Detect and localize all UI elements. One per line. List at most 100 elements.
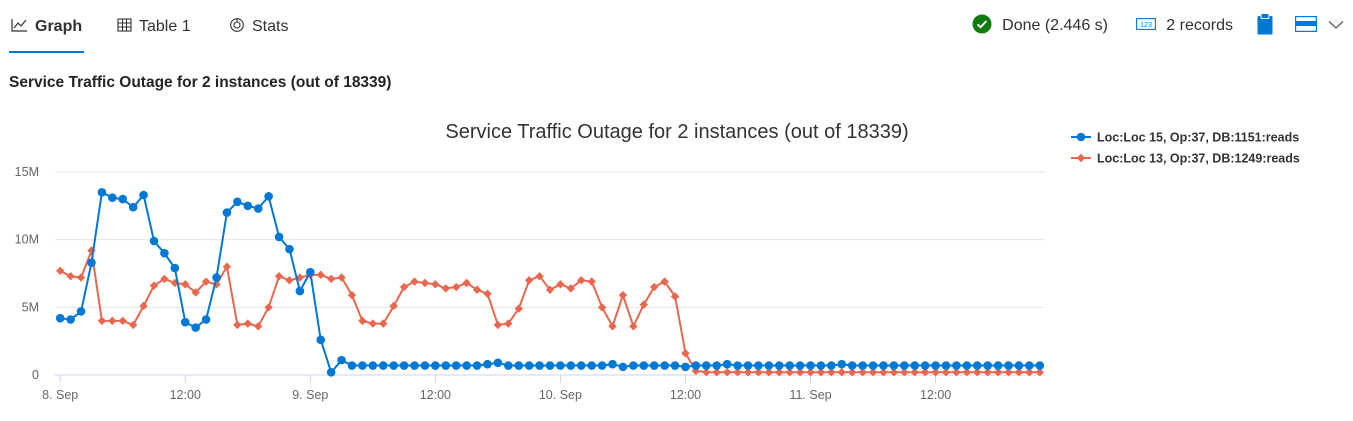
- data-point: [275, 233, 284, 242]
- data-point: [254, 322, 262, 330]
- data-point: [712, 361, 721, 370]
- data-point: [275, 272, 283, 280]
- data-point: [431, 361, 440, 370]
- x-tick-label: 8. Sep: [42, 388, 78, 402]
- data-point: [129, 203, 138, 212]
- data-point: [400, 361, 409, 370]
- data-point: [473, 361, 482, 370]
- x-tick-label: 12:00: [420, 388, 451, 402]
- layout-button[interactable]: [1295, 14, 1317, 38]
- data-point: [619, 291, 627, 299]
- data-point: [160, 249, 169, 258]
- data-point: [806, 361, 815, 370]
- data-point: [441, 361, 450, 370]
- layout-dropdown-button[interactable]: [1328, 14, 1344, 38]
- data-point: [452, 283, 460, 291]
- data-point: [223, 208, 232, 217]
- tab-graph[interactable]: Graph: [11, 14, 82, 40]
- data-point: [358, 317, 366, 325]
- data-point: [98, 188, 107, 197]
- data-point: [827, 361, 836, 370]
- data-point: [285, 276, 293, 284]
- data-point: [77, 307, 86, 316]
- data-point: [452, 361, 461, 370]
- line-chart: 05M10M15M8. Sep 12:00 9. Sep 12:00 10. Sep 12…: [0, 100, 1353, 421]
- data-point: [931, 361, 940, 370]
- data-point: [77, 273, 85, 281]
- data-point: [108, 317, 116, 325]
- data-point: [504, 361, 513, 370]
- data-point: [525, 276, 533, 284]
- chart-title: Service Traffic Outage for 2 instances (…: [445, 121, 908, 143]
- query-status: Done (2.446 s): [972, 14, 1108, 38]
- data-point: [337, 356, 346, 365]
- tab-stats[interactable]: Stats: [229, 14, 288, 40]
- data-point: [483, 360, 492, 369]
- legend-item[interactable]: Loc:Loc 15, Op:37, DB:1151:reads: [1071, 131, 1299, 145]
- data-point: [56, 267, 64, 275]
- data-point: [754, 361, 763, 370]
- data-point: [942, 361, 951, 370]
- tab-stats-label: Stats: [252, 18, 288, 36]
- data-point: [952, 361, 961, 370]
- data-point: [556, 280, 564, 288]
- data-point: [337, 273, 345, 281]
- data-point: [983, 361, 992, 370]
- data-point: [733, 361, 742, 370]
- data-point: [692, 361, 701, 370]
- data-point: [118, 195, 127, 204]
- data-point: [442, 284, 450, 292]
- data-point: [639, 361, 648, 370]
- x-tick-label: 10. Sep: [539, 388, 582, 402]
- layout-icon: [1295, 16, 1317, 37]
- data-point: [848, 361, 857, 370]
- data-point: [681, 363, 690, 372]
- data-point: [191, 323, 200, 332]
- data-point: [650, 361, 659, 370]
- data-point: [994, 361, 1003, 370]
- data-point: [98, 317, 106, 325]
- legend-item[interactable]: Loc:Loc 13, Op:37, DB:1249:reads: [1071, 152, 1300, 166]
- active-tab-indicator: [9, 51, 84, 53]
- data-point: [525, 361, 534, 370]
- data-point: [410, 361, 419, 370]
- x-tick-label: 12:00: [920, 388, 951, 402]
- data-point: [296, 287, 305, 296]
- data-point: [796, 361, 805, 370]
- table-icon: [117, 18, 132, 37]
- data-point: [233, 197, 242, 206]
- data-point: [587, 361, 596, 370]
- data-point: [765, 361, 774, 370]
- data-point: [837, 360, 846, 369]
- clipboard-icon: [1257, 13, 1273, 40]
- data-point: [890, 361, 899, 370]
- data-point: [358, 361, 367, 370]
- data-point: [108, 193, 117, 202]
- data-point: [212, 273, 221, 282]
- data-point: [139, 191, 148, 200]
- data-point: [879, 361, 888, 370]
- data-point: [1004, 361, 1013, 370]
- data-point: [264, 303, 272, 311]
- check-circle-icon: [972, 14, 992, 39]
- records-icon: 123: [1136, 17, 1156, 36]
- copy-to-clipboard-button[interactable]: [1257, 14, 1273, 38]
- data-point: [1025, 361, 1034, 370]
- data-point: [462, 361, 471, 370]
- tab-table-1[interactable]: Table 1: [117, 14, 191, 40]
- y-tick-label: 5M: [22, 300, 39, 314]
- data-point: [285, 245, 294, 254]
- data-point: [858, 361, 867, 370]
- tab-table-1-label: Table 1: [139, 18, 191, 36]
- data-point: [973, 361, 982, 370]
- x-tick-label: 11. Sep: [789, 388, 831, 402]
- data-point: [629, 322, 637, 330]
- status-text: Done (2.446 s): [1002, 17, 1108, 35]
- data-point: [348, 291, 356, 299]
- data-point: [556, 361, 565, 370]
- line-chart-icon: [11, 18, 28, 37]
- data-point: [660, 361, 669, 370]
- data-point: [587, 277, 595, 285]
- legend-marker: [1077, 154, 1085, 162]
- legend-label: Loc:Loc 15, Op:37, DB:1151:reads: [1097, 131, 1299, 145]
